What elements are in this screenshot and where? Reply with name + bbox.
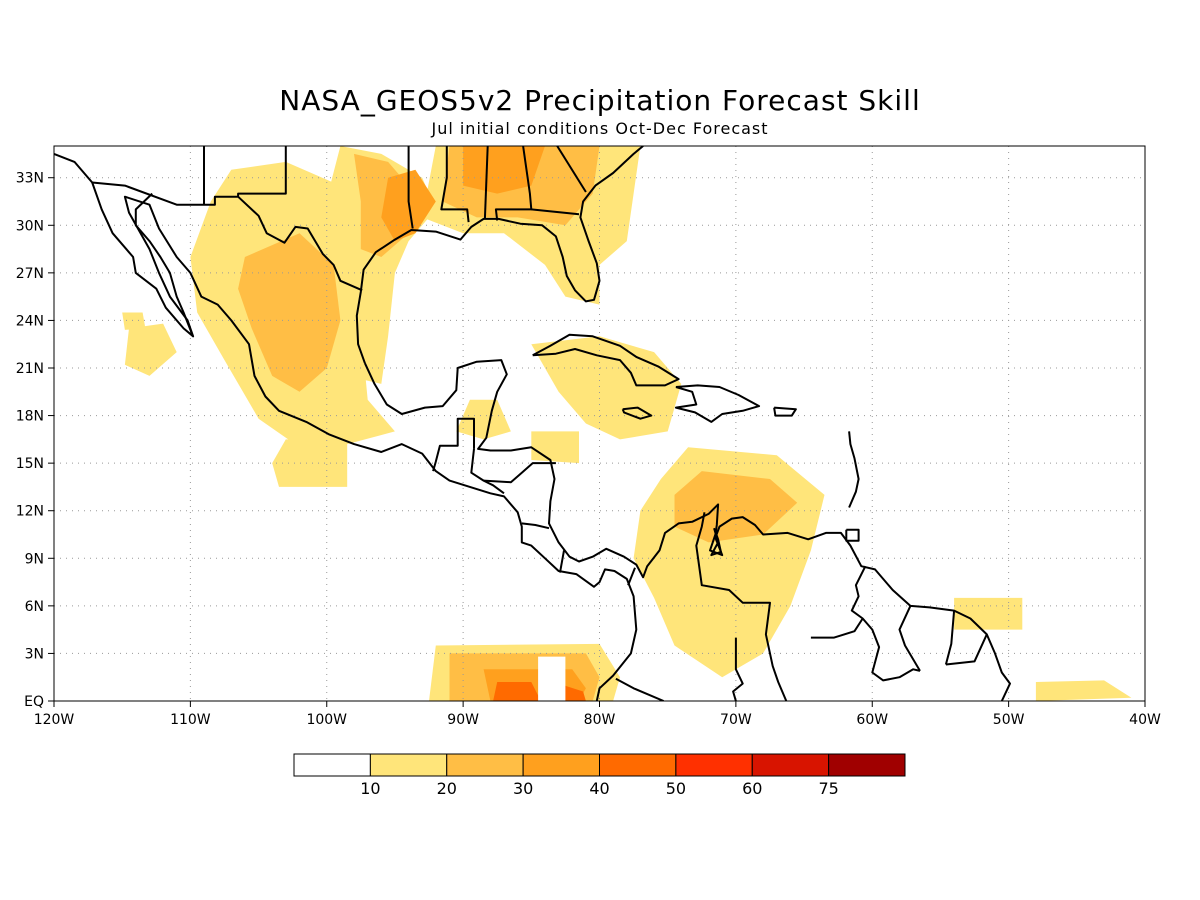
border-ms-al: [483, 146, 489, 219]
skill-region-mexico-interior: [238, 233, 341, 392]
border-guyana-suriname: [898, 605, 921, 672]
lat-tick-label: 30N: [16, 218, 44, 234]
lat-tick-label: 6N: [25, 599, 44, 615]
border-la-ms: [440, 146, 470, 223]
lat-tick-label: 12N: [16, 504, 44, 520]
border-panama-colombia: [627, 567, 636, 586]
skill-region-pacific-hot-east: [558, 683, 586, 701]
border-nicaragua-costa-rica: [521, 522, 550, 530]
border-gulf-coast: [355, 146, 644, 364]
border-nm-tx: [237, 146, 287, 197]
legend-swatch: [446, 753, 524, 777]
border-lesser-antilles: [848, 431, 860, 508]
lon-tick-label: 120W: [34, 712, 75, 728]
skill-region-honduras-coast: [531, 431, 579, 464]
border-jamaica: [621, 406, 653, 420]
legend-label: 50: [666, 779, 686, 798]
border-suriname-guiana: [944, 610, 956, 665]
border-colombia-ecuador: [615, 677, 664, 701]
legend-label: 75: [818, 779, 838, 798]
lon-tick-label: 70W: [720, 712, 752, 728]
border-hispaniola: [674, 384, 761, 423]
legend-swatch: [828, 753, 906, 777]
border-venezuela-brazil: [810, 617, 864, 639]
legend-label: 60: [742, 779, 762, 798]
border-cuba: [532, 333, 680, 387]
lat-tick-label: 3N: [25, 646, 44, 662]
border-central-america-inner: [470, 448, 505, 495]
map-subtitle: Jul initial conditions Oct-Dec Forecast: [431, 119, 769, 138]
lon-tick-label: 60W: [856, 712, 888, 728]
lon-tick-label: 40W: [1129, 712, 1161, 728]
skill-region-southwest-mexico: [272, 439, 348, 487]
lat-tick-label: 27N: [16, 266, 44, 282]
border-venezuela-guyana: [850, 565, 921, 682]
lat-tick-label: 33N: [16, 171, 44, 187]
border-trinidad: [845, 528, 860, 542]
lon-tick-label: 110W: [170, 712, 211, 728]
lat-tick-label: 18N: [16, 409, 44, 425]
legend-swatch: [369, 753, 448, 777]
border-north-america-west-coast: [54, 152, 638, 701]
border-colombia-brazil: [732, 637, 744, 701]
border-lake-maracaibo: [710, 527, 722, 557]
lat-tick-label: 24N: [16, 313, 44, 329]
lon-tick-label: 50W: [993, 712, 1025, 728]
skill-region-sonora-patch: [124, 323, 177, 376]
lon-tick-label: 90W: [447, 712, 479, 728]
border-ga-sc: [556, 146, 587, 193]
masked-region-pacific-no-data: [538, 656, 566, 701]
lon-tick-label: 100W: [306, 712, 347, 728]
skill-region-baja-strip: [122, 312, 146, 330]
skill-region-cuba-jamaica: [531, 336, 682, 440]
legend-swatch: [675, 753, 753, 777]
lat-tick-label: 21N: [16, 361, 44, 377]
legend-swatch: [522, 753, 600, 777]
lat-tick-label: 9N: [25, 551, 44, 567]
legend-label: 10: [360, 779, 380, 798]
border-mexico-gulf-yucatan: [363, 359, 1011, 701]
lat-tick-label: 15N: [16, 456, 44, 472]
legend-swatch: [599, 753, 677, 777]
lon-tick-label: 80W: [584, 712, 616, 728]
border-colombia-venezuela: [695, 512, 788, 701]
border-ga-fl: [531, 208, 580, 216]
border-puerto-rico: [773, 406, 797, 417]
skill-region-yucatan-belize: [456, 399, 511, 440]
border-guatemala: [432, 417, 475, 472]
legend-label: 40: [589, 779, 609, 798]
lat-tick-label: EQ: [24, 694, 44, 710]
border-baja-outline: [134, 192, 193, 334]
skill-region-east-amazon: [1035, 680, 1132, 701]
border-us-mexico-border: [92, 181, 363, 292]
border-tx-la: [407, 146, 414, 229]
legend-swatch: [293, 753, 371, 777]
border-guiana-brazil: [945, 633, 988, 666]
skill-region-pacific-hot-west: [493, 682, 541, 701]
border-honduras-nicaragua: [483, 462, 556, 484]
masked-region-gulf-no-data-1: [394, 301, 450, 334]
legend-label: 30: [513, 779, 533, 798]
masked-region-gulf-no-data-2: [449, 257, 504, 329]
legend-swatch: [751, 753, 830, 777]
color-legend: 10 20 30 40 50 60 75: [293, 753, 906, 798]
border-costa-rica-panama: [559, 550, 565, 573]
skill-region-guiana-patch: [954, 597, 1023, 630]
map-title: NASA_GEOS5v2 Precipitation Forecast Skil…: [279, 84, 921, 117]
legend-label: 20: [437, 779, 457, 798]
